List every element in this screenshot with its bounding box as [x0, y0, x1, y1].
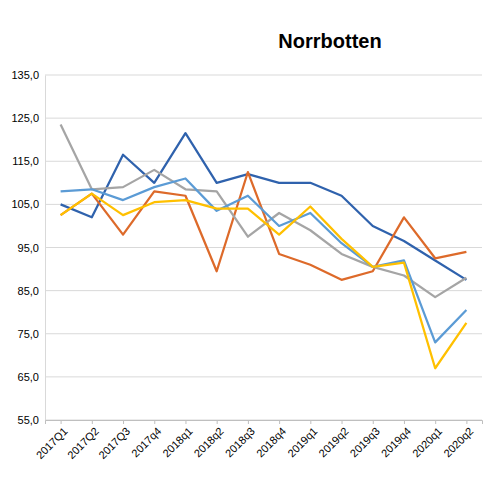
- y-tick: 135,0: [11, 69, 45, 81]
- x-tick-label: 2020q1: [410, 425, 444, 459]
- x-tick-label: 2019q3: [347, 425, 381, 459]
- x-tick-mark: [404, 420, 405, 424]
- y-tick-label: 65,0: [18, 371, 39, 383]
- series-line: [61, 179, 467, 343]
- x-tick: 2020q2: [441, 420, 475, 459]
- x-tick-mark: [123, 420, 124, 424]
- y-tick-label: 55,0: [18, 414, 39, 426]
- x-tick-label: 2018q2: [191, 425, 225, 459]
- chart-container: 55,0 65,0 75,0 85,0 95,0 105,0 115,0 125,0 135,0…: [0, 0, 500, 500]
- x-tick: 2017Q1: [34, 420, 70, 461]
- series-line: [61, 133, 467, 280]
- x-tick-label: 2017q4: [129, 425, 163, 459]
- x-tick-mark: [342, 420, 343, 424]
- x-tick: 2019q2: [316, 420, 350, 459]
- x-tick-mark: [373, 420, 374, 424]
- chart-svg: 55,0 65,0 75,0 85,0 95,0 105,0 115,0 125,0 135,0…: [0, 0, 500, 500]
- x-tick-label: 2020q2: [441, 425, 475, 459]
- y-tick: 75,0: [18, 328, 45, 340]
- x-tick: 2017q4: [129, 420, 163, 459]
- background: [0, 0, 500, 500]
- x-tick: 2018q3: [223, 420, 257, 459]
- x-tick: 2017Q3: [96, 420, 132, 461]
- x-tick-mark: [310, 420, 311, 424]
- grid-line: [45, 161, 482, 162]
- x-tick: 2018q1: [160, 420, 194, 459]
- x-tick-label: 2019q1: [285, 425, 319, 459]
- y-tick: 95,0: [18, 242, 45, 254]
- y-tick: 115,0: [12, 155, 45, 167]
- lines: [61, 125, 467, 369]
- y-axis-line: [45, 76, 46, 421]
- x-tick-mark: [279, 420, 280, 424]
- grid-line: [45, 204, 482, 205]
- x-tick-label: 2019q4: [379, 425, 413, 459]
- x-tick-mark: [185, 420, 186, 424]
- x-tick-mark: [217, 420, 218, 424]
- x-axis: 2017Q12017Q22017Q32017q42018q12018q22018…: [34, 420, 483, 461]
- y-tick-label: 105,0: [11, 198, 39, 210]
- grid-line: [45, 75, 482, 76]
- x-tick: 2019q1: [285, 420, 319, 459]
- x-tick: 2018q4: [254, 420, 288, 459]
- y-tick-label: 125,0: [11, 112, 39, 124]
- x-tick: 2018q2: [191, 420, 225, 459]
- x-tick-mark: [435, 420, 436, 424]
- x-tick-label: 2018q4: [254, 425, 288, 459]
- y-tick: 105,0: [11, 198, 45, 210]
- grid-line: [45, 118, 482, 119]
- x-tick-label: 2019q2: [316, 425, 350, 459]
- x-tick-label: 2018q3: [223, 425, 257, 459]
- y-tick-label: 95,0: [18, 242, 39, 254]
- y-tick-label: 135,0: [11, 69, 39, 81]
- y-tick-label: 115,0: [12, 155, 39, 167]
- x-tick-mark: [61, 420, 62, 424]
- x-tick: 2020q1: [410, 420, 444, 459]
- x-tick-label: 2017Q1: [34, 425, 70, 461]
- x-axis-line: [46, 421, 483, 425]
- y-tick: 55,0: [18, 414, 45, 426]
- x-tick: 2017Q2: [65, 420, 101, 461]
- x-tick-mark: [248, 420, 249, 424]
- series-line: [61, 194, 467, 369]
- x-tick-label: 2018q1: [160, 425, 194, 459]
- y-tick: 65,0: [18, 371, 45, 383]
- y-tick: 125,0: [11, 112, 45, 124]
- x-tick-mark: [466, 420, 467, 424]
- x-tick: 2019q3: [347, 420, 381, 459]
- x-tick-mark: [154, 420, 155, 424]
- grid: [45, 75, 482, 420]
- x-tick-label: 2017Q3: [96, 425, 132, 461]
- grid-line: [45, 333, 482, 334]
- y-tick: 85,0: [18, 285, 45, 297]
- x-tick: 2019q4: [379, 420, 413, 459]
- y-tick-label: 85,0: [18, 285, 39, 297]
- y-tick-label: 75,0: [18, 328, 39, 340]
- y-axis: 55,0 65,0 75,0 85,0 95,0 105,0 115,0 125,0 135,0: [11, 69, 45, 426]
- grid-line: [45, 376, 482, 377]
- x-tick-mark: [92, 420, 93, 424]
- chart-title: Norrbotten: [278, 30, 381, 52]
- x-tick-label: 2017Q2: [65, 425, 101, 461]
